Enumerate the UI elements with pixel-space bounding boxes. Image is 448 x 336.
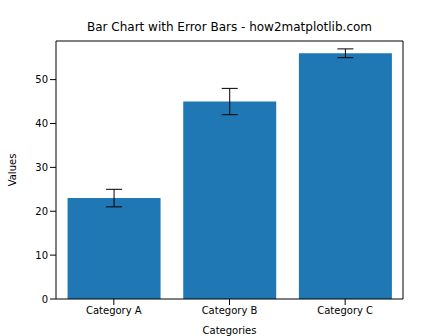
svg-text:Values: Values [8, 154, 18, 187]
html-text:Bar Chart with Error Bars - ho: Bar Chart with Error Bars - how2matplotl… [87, 20, 372, 34]
svg-text:20: 20 [35, 206, 48, 217]
svg-text:40: 40 [35, 118, 48, 129]
svg-text:Categories: Categories [203, 325, 257, 336]
svg-text:30: 30 [35, 162, 48, 173]
svg-text:Category B: Category B [202, 305, 258, 316]
svg-text:Category A: Category A [86, 305, 142, 316]
svg-text:Category C: Category C [317, 305, 373, 316]
svg-text:50: 50 [35, 74, 48, 85]
svg-text:10: 10 [35, 250, 48, 261]
svg-text:0: 0 [42, 294, 48, 305]
